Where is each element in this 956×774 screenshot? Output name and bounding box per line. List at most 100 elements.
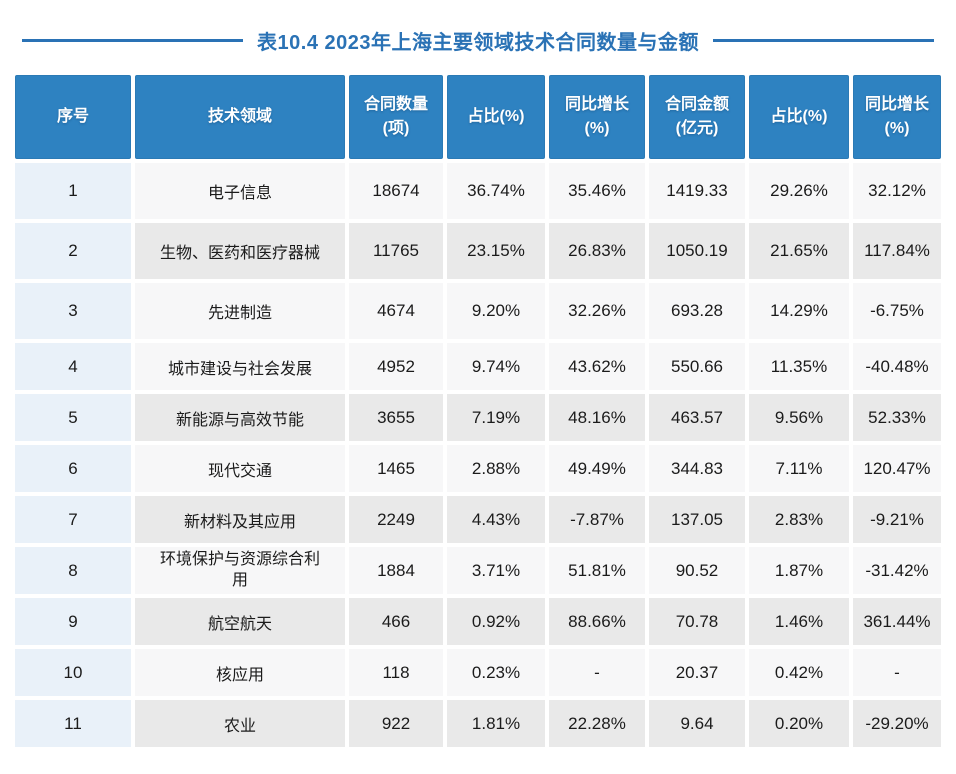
- value-cell: -6.75%: [853, 283, 941, 339]
- value-cell: 29.26%: [749, 163, 849, 219]
- value-cell: 0.23%: [447, 649, 545, 696]
- row-number-cell: 3: [15, 283, 131, 339]
- value-cell: 361.44%: [853, 598, 941, 645]
- value-cell: 49.49%: [549, 445, 645, 492]
- tech-field-cell: 航空航天: [135, 598, 345, 645]
- value-cell: 9.56%: [749, 394, 849, 441]
- value-cell: 0.92%: [447, 598, 545, 645]
- page-title: 表10.4 2023年上海主要领域技术合同数量与金额: [257, 31, 699, 54]
- value-cell: 117.84%: [853, 223, 941, 279]
- value-cell: 21.65%: [749, 223, 849, 279]
- value-cell: 4952: [349, 343, 443, 390]
- tech-field-cell: 城市建设与社会发展: [135, 343, 345, 390]
- table-row: 7 新材料及其应用 2249 4.43% -7.87% 137.05 2.83% -9.21%: [15, 496, 941, 543]
- row-number-cell: 8: [15, 547, 131, 594]
- value-cell: 11.35%: [749, 343, 849, 390]
- value-cell: 70.78: [649, 598, 745, 645]
- header-cell: 同比增长 (%): [549, 75, 645, 159]
- value-cell: 90.52: [649, 547, 745, 594]
- value-cell: 3.71%: [447, 547, 545, 594]
- value-cell: 3655: [349, 394, 443, 441]
- value-cell: -7.87%: [549, 496, 645, 543]
- value-cell: 4.43%: [447, 496, 545, 543]
- row-number-cell: 7: [15, 496, 131, 543]
- tech-field-cell: 核应用: [135, 649, 345, 696]
- value-cell: 22.28%: [549, 700, 645, 747]
- table-row: 10 核应用 118 0.23% -20.37 0.42% -: [15, 649, 941, 696]
- value-cell: -31.42%: [853, 547, 941, 594]
- tech-field-cell: 生物、医药和医疗器械: [135, 223, 345, 279]
- row-number-cell: 2: [15, 223, 131, 279]
- value-cell: 2249: [349, 496, 443, 543]
- value-cell: 9.74%: [447, 343, 545, 390]
- table-row: 4 城市建设与社会发展 4952 9.74% 43.62% 550.66 11.35% -40…: [15, 343, 941, 390]
- value-cell: 1884: [349, 547, 443, 594]
- table-row: 8 环境保护与资源综合利用 1884 3.71% 51.81% 90.52 1.87% -31…: [15, 547, 941, 594]
- table-row: 2 生物、医药和医疗器械 11765 23.15% 26.83% 1050.19 21.65…: [15, 223, 941, 279]
- row-number-cell: 4: [15, 343, 131, 390]
- value-cell: 9.64: [649, 700, 745, 747]
- value-cell: 344.83: [649, 445, 745, 492]
- value-cell: 52.33%: [853, 394, 941, 441]
- table-row: 6 现代交通 1465 2.88% 49.49% 344.83 7.11% 120.47%: [15, 445, 941, 492]
- value-cell: 120.47%: [853, 445, 941, 492]
- title-rule-left: [22, 38, 244, 42]
- row-number-cell: 10: [15, 649, 131, 696]
- table-page: { "title": "表10.4 2023年上海主要领域技术合同数量与金额",…: [0, 25, 956, 774]
- row-number-cell: 5: [15, 394, 131, 441]
- value-cell: 2.88%: [447, 445, 545, 492]
- value-cell: -9.21%: [853, 496, 941, 543]
- tech-field-cell: 农业: [135, 700, 345, 747]
- value-cell: 26.83%: [549, 223, 645, 279]
- value-cell: 0.20%: [749, 700, 849, 747]
- contracts-table: 序号 技术领域 合同数量 (项) 占比(%) 同比增长 (%) 合同金额 (亿元) 占比(%…: [15, 75, 941, 747]
- value-cell: 14.29%: [749, 283, 849, 339]
- value-cell: 36.74%: [447, 163, 545, 219]
- value-cell: 11765: [349, 223, 443, 279]
- value-cell: 2.83%: [749, 496, 849, 543]
- value-cell: -: [549, 649, 645, 696]
- title-bar: 表10.4 2023年上海主要领域技术合同数量与金额: [0, 25, 956, 55]
- value-cell: 1.87%: [749, 547, 849, 594]
- value-cell: 118: [349, 649, 443, 696]
- title-rule-right: [713, 38, 935, 42]
- table-body: 1 电子信息 18674 36.74% 35.46% 1419.33 29.26% 32.12…: [15, 163, 941, 747]
- table-row: 9 航空航天 466 0.92% 88.66% 70.78 1.46% 361.44%: [15, 598, 941, 645]
- value-cell: 48.16%: [549, 394, 645, 441]
- tech-field-cell: 先进制造: [135, 283, 345, 339]
- header-cell: 合同数量 (项): [349, 75, 443, 159]
- value-cell: 1.46%: [749, 598, 849, 645]
- value-cell: 1465: [349, 445, 443, 492]
- value-cell: 32.26%: [549, 283, 645, 339]
- value-cell: 463.57: [649, 394, 745, 441]
- tech-field-cell: 新能源与高效节能: [135, 394, 345, 441]
- tech-field-cell: 新材料及其应用: [135, 496, 345, 543]
- value-cell: -: [853, 649, 941, 696]
- tech-field-cell: 电子信息: [135, 163, 345, 219]
- row-number-cell: 11: [15, 700, 131, 747]
- table-header-row: 序号 技术领域 合同数量 (项) 占比(%) 同比增长 (%) 合同金额 (亿元) 占比(%…: [15, 75, 941, 159]
- value-cell: 88.66%: [549, 598, 645, 645]
- value-cell: 51.81%: [549, 547, 645, 594]
- header-cell: 占比(%): [749, 75, 849, 159]
- value-cell: 43.62%: [549, 343, 645, 390]
- table-row: 11 农业 922 1.81% 22.28% 9.64 0.20% -29.20%: [15, 700, 941, 747]
- table-row: 5 新能源与高效节能 3655 7.19% 48.16% 463.57 9.56% 52.33…: [15, 394, 941, 441]
- value-cell: 20.37: [649, 649, 745, 696]
- value-cell: 137.05: [649, 496, 745, 543]
- value-cell: 550.66: [649, 343, 745, 390]
- value-cell: 0.42%: [749, 649, 849, 696]
- value-cell: 1050.19: [649, 223, 745, 279]
- header-cell: 序号: [15, 75, 131, 159]
- tech-field-cell: 环境保护与资源综合利用: [135, 547, 345, 594]
- value-cell: 7.19%: [447, 394, 545, 441]
- value-cell: 9.20%: [447, 283, 545, 339]
- value-cell: 7.11%: [749, 445, 849, 492]
- value-cell: -40.48%: [853, 343, 941, 390]
- header-cell: 技术领域: [135, 75, 345, 159]
- header-cell: 合同金额 (亿元): [649, 75, 745, 159]
- value-cell: 35.46%: [549, 163, 645, 219]
- value-cell: -29.20%: [853, 700, 941, 747]
- value-cell: 18674: [349, 163, 443, 219]
- value-cell: 693.28: [649, 283, 745, 339]
